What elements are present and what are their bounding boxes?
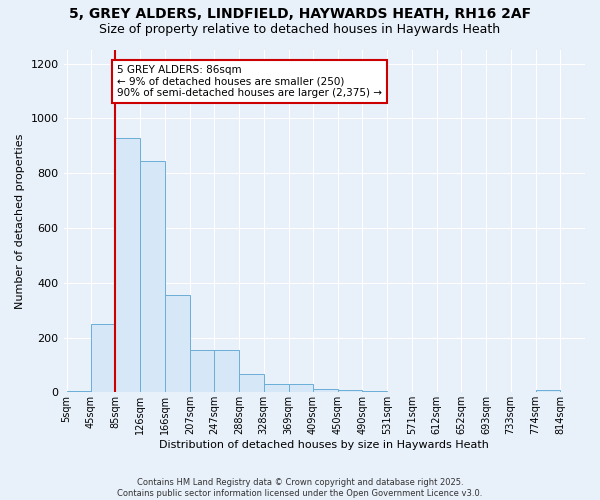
Y-axis label: Number of detached properties: Number of detached properties <box>15 134 25 309</box>
Bar <box>362 391 388 392</box>
Bar <box>190 350 214 393</box>
Bar <box>214 350 239 393</box>
Text: 5, GREY ALDERS, LINDFIELD, HAYWARDS HEATH, RH16 2AF: 5, GREY ALDERS, LINDFIELD, HAYWARDS HEAT… <box>69 8 531 22</box>
Bar <box>165 295 190 392</box>
Bar <box>263 384 289 392</box>
Bar <box>313 389 338 392</box>
X-axis label: Distribution of detached houses by size in Haywards Heath: Distribution of detached houses by size … <box>160 440 489 450</box>
Text: 5 GREY ALDERS: 86sqm
← 9% of detached houses are smaller (250)
90% of semi-detac: 5 GREY ALDERS: 86sqm ← 9% of detached ho… <box>117 65 382 98</box>
Bar <box>67 391 91 392</box>
Text: Size of property relative to detached houses in Haywards Heath: Size of property relative to detached ho… <box>100 22 500 36</box>
Bar <box>239 374 263 392</box>
Bar <box>289 384 313 392</box>
Bar <box>91 324 115 392</box>
Text: Contains HM Land Registry data © Crown copyright and database right 2025.
Contai: Contains HM Land Registry data © Crown c… <box>118 478 482 498</box>
Bar <box>338 390 362 392</box>
Bar <box>140 161 165 392</box>
Bar <box>536 390 560 392</box>
Bar <box>115 138 140 392</box>
